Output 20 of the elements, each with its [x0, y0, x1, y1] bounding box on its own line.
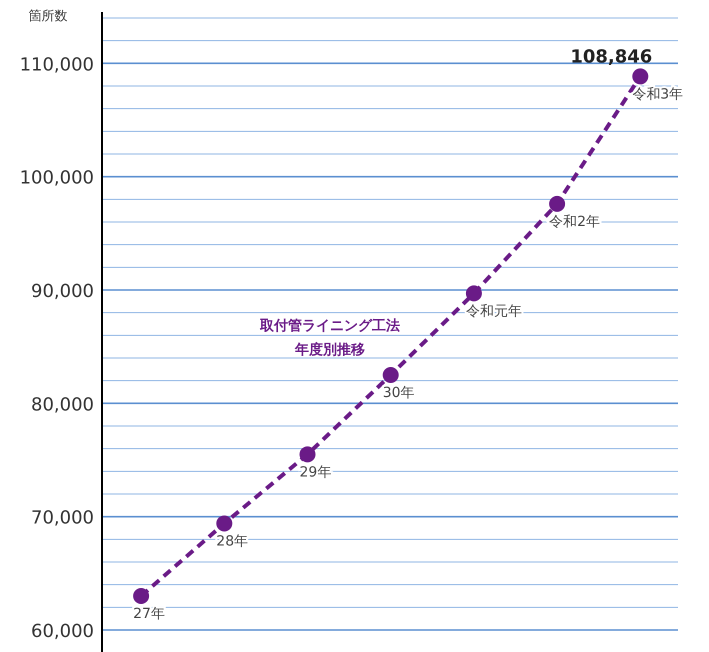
x-tick-label: 27年	[133, 606, 165, 622]
y-tick-label: 60,000	[31, 621, 94, 642]
point	[466, 285, 482, 302]
y-tick-label: 70,000	[31, 508, 94, 529]
y-tick-label: 100,000	[20, 168, 94, 189]
point	[382, 367, 399, 383]
point	[549, 196, 566, 212]
point	[632, 68, 648, 84]
data-label: 108,846	[570, 46, 652, 68]
x-tick-label: 30年	[382, 385, 415, 401]
y-axis-title: 箇所数	[28, 9, 68, 24]
text: 年度別推移	[294, 341, 365, 358]
x-tick-label: 令和3年	[632, 86, 684, 102]
y-tick-label: 110,000	[20, 54, 94, 76]
point	[216, 515, 232, 532]
point	[133, 588, 150, 604]
text: 取付管ライニング工法	[259, 318, 400, 334]
point	[300, 446, 316, 462]
y-tick-label: 90,000	[31, 281, 94, 302]
y-tick-label: 80,000	[31, 394, 94, 416]
